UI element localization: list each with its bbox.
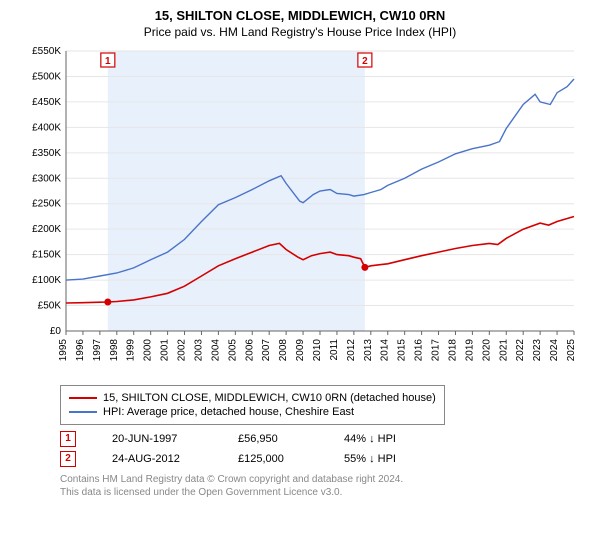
sales-table: 1 20-JUN-1997 £56,950 44% ↓ HPI 2 24-AUG-2012… [60, 431, 580, 467]
svg-text:2023: 2023 [532, 338, 543, 361]
legend-item: HPI: Average price, detached house, Ches… [69, 406, 436, 418]
svg-text:2001: 2001 [160, 338, 171, 361]
legend-swatch [69, 397, 97, 399]
sale-row: 1 20-JUN-1997 £56,950 44% ↓ HPI [60, 431, 580, 447]
chart-container: 15, SHILTON CLOSE, MIDDLEWICH, CW10 0RN … [0, 0, 600, 560]
legend-item: 15, SHILTON CLOSE, MIDDLEWICH, CW10 0RN … [69, 392, 436, 404]
chart-area: £0 £50K £100K £150K £200K £250K £300K £350K £400… [20, 45, 580, 375]
svg-text:1998: 1998 [109, 338, 120, 361]
svg-text:1999: 1999 [126, 338, 137, 361]
legend-label: HPI: Average price, detached house, Ches… [103, 406, 354, 418]
svg-text:£50K: £50K [38, 300, 62, 311]
legend-swatch [69, 411, 97, 413]
svg-text:2008: 2008 [278, 338, 289, 361]
svg-text:£250K: £250K [32, 199, 61, 210]
svg-text:2013: 2013 [363, 338, 374, 361]
svg-text:1996: 1996 [75, 338, 86, 361]
svg-text:2015: 2015 [397, 338, 408, 361]
svg-text:1: 1 [105, 56, 111, 67]
sale-row: 2 24-AUG-2012 £125,000 55% ↓ HPI [60, 451, 580, 467]
svg-text:£450K: £450K [32, 97, 61, 108]
sale-marker: 1 [60, 431, 76, 447]
legend-label: 15, SHILTON CLOSE, MIDDLEWICH, CW10 0RN … [103, 392, 436, 404]
sale-pct: 44% ↓ HPI [344, 433, 396, 445]
svg-text:£400K: £400K [32, 122, 61, 133]
sale-date: 20-JUN-1997 [112, 433, 202, 445]
svg-text:2022: 2022 [515, 338, 526, 361]
svg-text:2009: 2009 [295, 338, 306, 361]
svg-text:2020: 2020 [481, 338, 492, 361]
svg-text:2007: 2007 [261, 338, 272, 361]
svg-text:£150K: £150K [32, 250, 61, 261]
svg-text:2000: 2000 [143, 338, 154, 361]
svg-text:2005: 2005 [227, 338, 238, 361]
sale-date: 24-AUG-2012 [112, 453, 202, 465]
legend: 15, SHILTON CLOSE, MIDDLEWICH, CW10 0RN … [60, 385, 445, 425]
sale-price: £125,000 [238, 453, 308, 465]
svg-text:2024: 2024 [549, 338, 560, 361]
svg-text:2018: 2018 [447, 338, 458, 361]
svg-text:2004: 2004 [210, 338, 221, 361]
attribution-line: Contains HM Land Registry data © Crown c… [60, 473, 580, 486]
svg-text:2017: 2017 [431, 338, 442, 361]
attribution: Contains HM Land Registry data © Crown c… [60, 473, 580, 499]
line-chart: £0 £50K £100K £150K £200K £250K £300K £350K £400… [20, 45, 580, 375]
sale-marker: 2 [60, 451, 76, 467]
svg-text:2011: 2011 [329, 338, 340, 360]
svg-text:2003: 2003 [193, 338, 204, 361]
svg-text:2002: 2002 [177, 338, 188, 361]
svg-text:£350K: £350K [32, 148, 61, 159]
svg-text:£500K: £500K [32, 71, 61, 82]
svg-text:2014: 2014 [380, 338, 391, 361]
svg-text:2019: 2019 [464, 338, 475, 361]
sale-price: £56,950 [238, 433, 308, 445]
svg-text:2006: 2006 [244, 338, 255, 361]
sale-pct: 55% ↓ HPI [344, 453, 396, 465]
svg-text:2012: 2012 [346, 338, 357, 361]
svg-text:£300K: £300K [32, 173, 61, 184]
attribution-line: This data is licensed under the Open Gov… [60, 486, 580, 499]
chart-title: 15, SHILTON CLOSE, MIDDLEWICH, CW10 0RN [10, 8, 590, 25]
svg-text:£0: £0 [50, 326, 62, 337]
svg-text:1997: 1997 [92, 338, 103, 361]
svg-text:2016: 2016 [414, 338, 425, 361]
svg-text:£200K: £200K [32, 224, 61, 235]
svg-text:2010: 2010 [312, 338, 323, 361]
svg-text:£550K: £550K [32, 46, 61, 57]
chart-subtitle: Price paid vs. HM Land Registry's House … [10, 25, 590, 39]
svg-text:1995: 1995 [58, 338, 69, 361]
svg-text:£100K: £100K [32, 275, 61, 286]
svg-text:2025: 2025 [566, 338, 577, 361]
svg-text:2021: 2021 [498, 338, 509, 361]
svg-text:2: 2 [362, 56, 368, 67]
